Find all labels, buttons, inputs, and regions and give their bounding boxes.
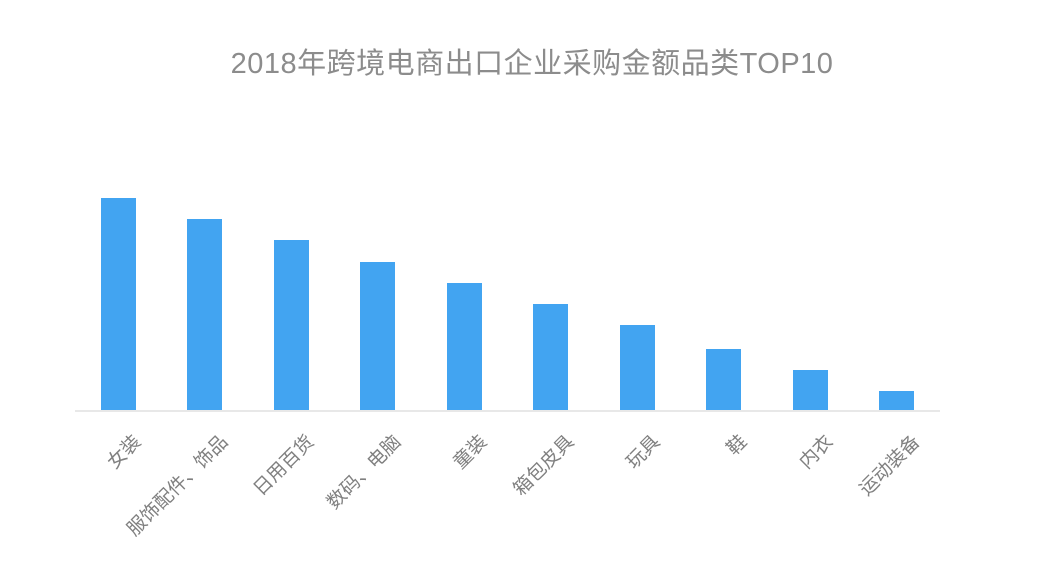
x-axis-label-7: 玩具	[622, 431, 665, 474]
bar-6	[533, 304, 569, 410]
chart-title: 2018年跨境电商出口企业采购金额品类TOP10	[230, 48, 834, 80]
x-axis-label-8: 鞋	[722, 431, 752, 460]
bar-3	[273, 240, 309, 410]
bar-8	[706, 348, 742, 410]
x-axis-label-4: 数码、电脑	[323, 431, 406, 514]
x-axis-label-9: 内衣	[795, 431, 838, 474]
x-axis-labels: 女装 服饰配件、饰品 日用百货 数码、电脑 童装 箱包皮具 玩具 鞋 内衣 运动装备	[75, 428, 940, 578]
x-axis-line	[75, 410, 940, 412]
bar-4	[360, 261, 396, 410]
x-axis-label-10: 运动装备	[855, 431, 925, 501]
x-axis-label-2: 服饰配件、饰品	[123, 431, 233, 541]
plot-area	[75, 180, 940, 412]
x-axis-label-5: 童装	[449, 431, 492, 474]
x-axis-label-6: 箱包皮具	[509, 431, 579, 501]
bar-2	[187, 219, 223, 410]
bar-9	[792, 369, 828, 410]
x-axis-label-3: 日用百货	[250, 431, 319, 501]
bar-5	[446, 282, 482, 410]
bar-1	[100, 198, 136, 410]
bar-7	[619, 325, 655, 410]
bar-10	[879, 390, 915, 410]
x-axis-label-1: 女装	[103, 431, 146, 474]
